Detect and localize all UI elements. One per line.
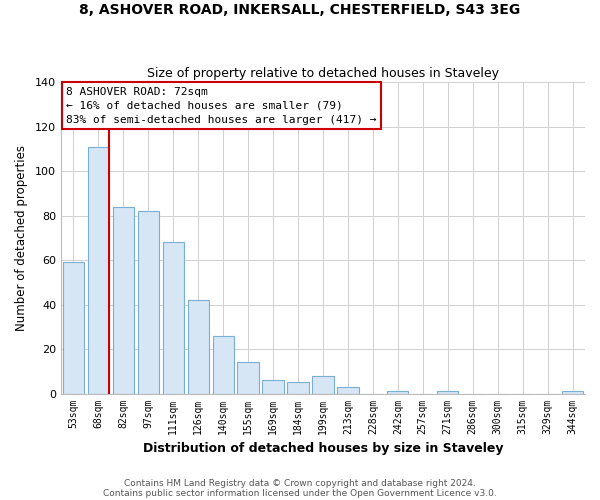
- Text: Contains public sector information licensed under the Open Government Licence v3: Contains public sector information licen…: [103, 488, 497, 498]
- Bar: [88, 146, 109, 394]
- Bar: [437, 392, 458, 394]
- Bar: [212, 336, 234, 394]
- Bar: [63, 262, 84, 394]
- X-axis label: Distribution of detached houses by size in Staveley: Distribution of detached houses by size …: [143, 442, 503, 455]
- Bar: [262, 380, 284, 394]
- Y-axis label: Number of detached properties: Number of detached properties: [15, 145, 28, 331]
- Bar: [238, 362, 259, 394]
- Bar: [188, 300, 209, 394]
- Bar: [163, 242, 184, 394]
- Bar: [387, 392, 409, 394]
- Text: 8 ASHOVER ROAD: 72sqm
← 16% of detached houses are smaller (79)
83% of semi-deta: 8 ASHOVER ROAD: 72sqm ← 16% of detached …: [66, 86, 377, 124]
- Bar: [337, 387, 359, 394]
- Bar: [113, 206, 134, 394]
- Bar: [313, 376, 334, 394]
- Bar: [562, 392, 583, 394]
- Text: Contains HM Land Registry data © Crown copyright and database right 2024.: Contains HM Land Registry data © Crown c…: [124, 478, 476, 488]
- Bar: [137, 211, 159, 394]
- Title: Size of property relative to detached houses in Staveley: Size of property relative to detached ho…: [147, 66, 499, 80]
- Text: 8, ASHOVER ROAD, INKERSALL, CHESTERFIELD, S43 3EG: 8, ASHOVER ROAD, INKERSALL, CHESTERFIELD…: [79, 2, 521, 16]
- Bar: [287, 382, 308, 394]
